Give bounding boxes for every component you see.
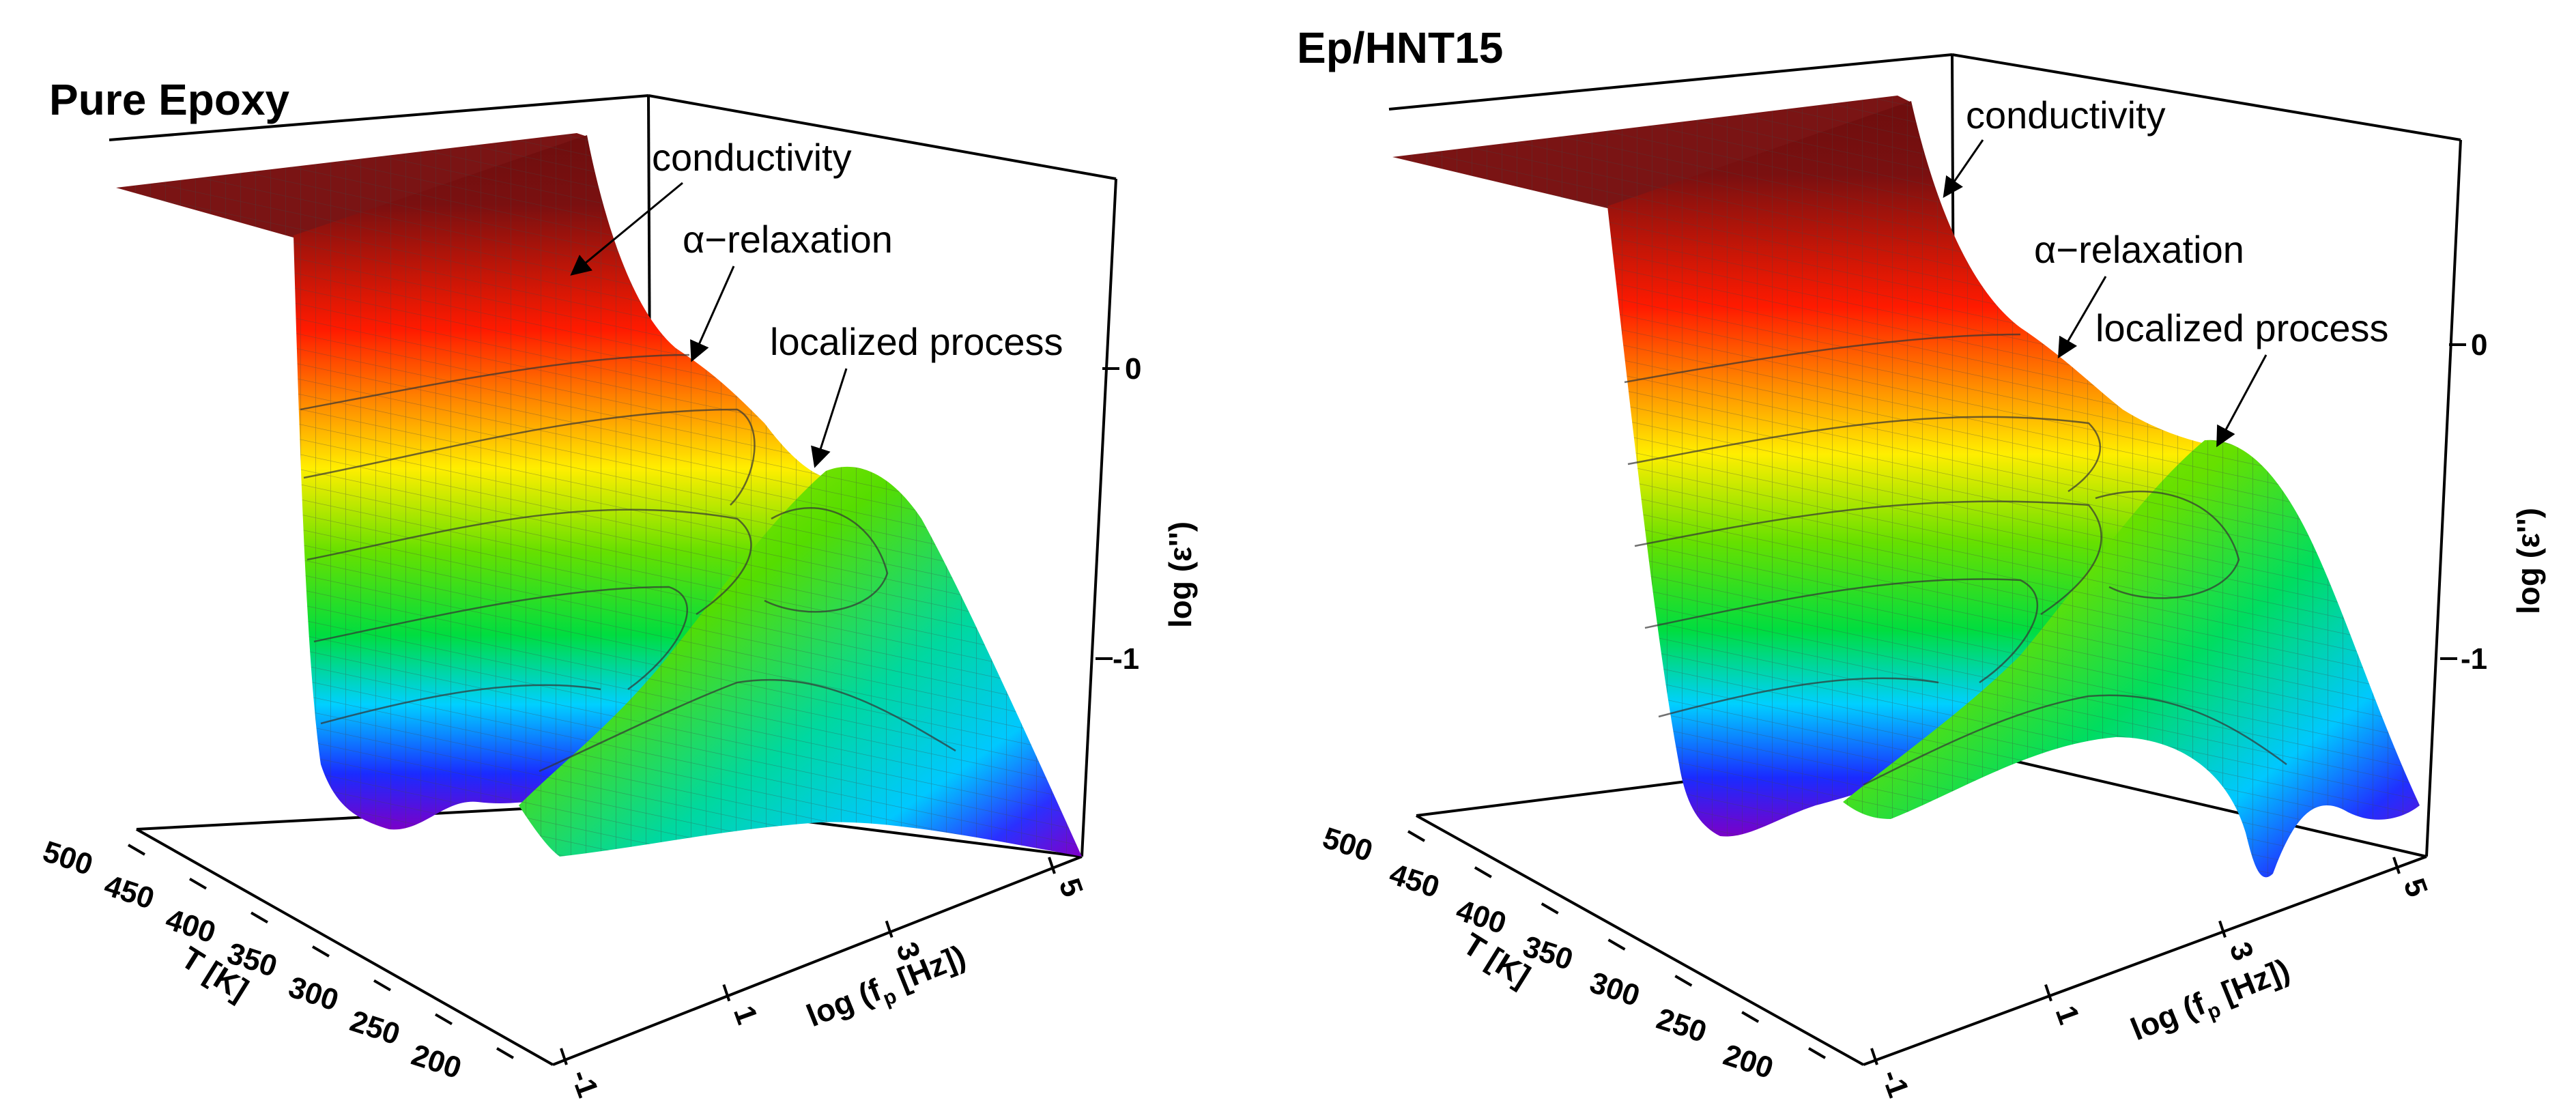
f-tick xyxy=(885,920,893,938)
t-tick xyxy=(1474,866,1492,878)
t-tick xyxy=(311,945,330,958)
t-tick xyxy=(1607,938,1626,951)
f-tick xyxy=(2044,984,2052,1002)
z-tick-label: -1 xyxy=(2461,642,2487,676)
f-tick-label: 5 xyxy=(1053,874,1089,902)
t-tick xyxy=(373,979,392,992)
t-tick-label: 500 xyxy=(39,835,97,882)
annotation-conductivity: conductivity xyxy=(652,136,852,179)
f-tick xyxy=(1870,1048,1878,1065)
t-tick-label: 400 xyxy=(1452,893,1511,941)
f-tick xyxy=(1048,857,1056,874)
f-axis-label: log (fp [Hz]) xyxy=(801,938,973,1039)
t-tick-label: 500 xyxy=(1319,821,1377,868)
z-axis-label: log (ε'') xyxy=(1162,521,1198,628)
z-axis: 0 -1 log (ε'') xyxy=(2440,328,2546,676)
annotation-alpha-relaxation: α−relaxation xyxy=(683,218,893,261)
annotation-localized-process: localized process xyxy=(2095,306,2389,349)
t-tick xyxy=(250,911,269,924)
t-tick-label: 450 xyxy=(1386,857,1444,904)
f-tick-label: -1 xyxy=(1875,1065,1915,1102)
f-tick-label: 5 xyxy=(2397,874,2434,902)
z-axis-label: log (ε'') xyxy=(2510,508,2546,614)
t-tick-label: 300 xyxy=(1586,966,1644,1013)
f-tick-label: 1 xyxy=(2049,1001,2086,1029)
chart-title: Pure Epoxy xyxy=(49,75,290,124)
f-tick-label: -1 xyxy=(564,1065,605,1102)
f-axis: -1 1 3 5 log (fp [Hz]) xyxy=(1870,857,2434,1102)
f-tick xyxy=(2218,920,2227,938)
t-tick xyxy=(1541,902,1559,915)
t-tick xyxy=(127,844,146,856)
t-tick xyxy=(188,877,207,890)
annotation-localized-process: localized process xyxy=(770,320,1063,363)
f-tick-label: 1 xyxy=(727,1001,764,1029)
f-axis-label: log (fp [Hz]) xyxy=(2126,951,2297,1053)
z-tick-label: 0 xyxy=(1125,352,1141,386)
surface xyxy=(1392,96,2420,878)
t-tick-label: 450 xyxy=(100,869,158,916)
z-tick-label: 0 xyxy=(2471,328,2487,362)
t-tick-label: 400 xyxy=(162,902,220,949)
f-tick xyxy=(2392,857,2401,874)
t-tick-label: 300 xyxy=(285,971,343,1018)
annotations: conductivity α−relaxation localized proc… xyxy=(1943,94,2389,448)
t-tick-label: 200 xyxy=(1719,1038,1777,1085)
t-tick xyxy=(1807,1047,1827,1059)
f-tick xyxy=(722,984,731,1002)
annotation-alpha-relaxation: α−relaxation xyxy=(2034,228,2244,271)
surface xyxy=(116,133,1082,857)
z-axis: 0 -1 log (ε'') xyxy=(1096,352,1198,676)
z-tick-label: -1 xyxy=(1113,642,1139,676)
t-tick xyxy=(496,1047,515,1059)
chart-title: Ep/HNT15 xyxy=(1297,23,1503,72)
t-tick xyxy=(1407,830,1426,842)
f-tick-label: 3 xyxy=(2223,938,2260,965)
t-tick xyxy=(1674,975,1693,987)
annotations: conductivity α−relaxation localized proc… xyxy=(570,136,1063,468)
annotation-conductivity: conductivity xyxy=(1966,94,2166,137)
panel-pure-epoxy: Pure Epoxy xyxy=(39,75,1198,1102)
t-tick xyxy=(1741,1011,1760,1023)
t-tick-label: 250 xyxy=(1652,1002,1711,1049)
panel-ep-hnt15: Ep/HNT15 conductivi xyxy=(1297,23,2546,1102)
t-tick xyxy=(434,1013,453,1026)
t-tick-label: 200 xyxy=(407,1038,466,1085)
t-tick-label: 250 xyxy=(346,1004,404,1051)
f-tick xyxy=(560,1048,568,1065)
